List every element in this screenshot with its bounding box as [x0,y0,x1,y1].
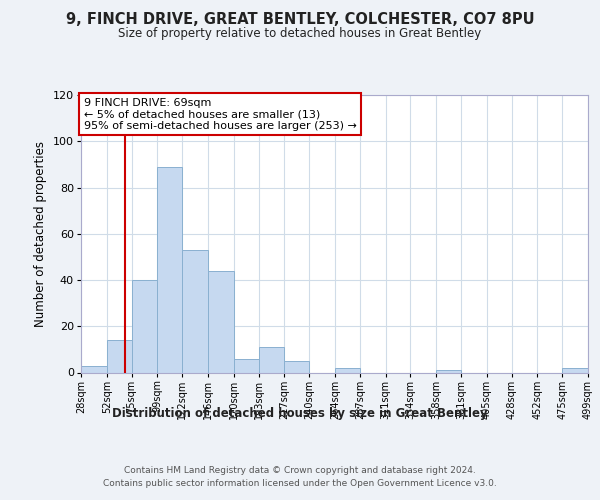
Y-axis label: Number of detached properties: Number of detached properties [34,141,47,327]
Bar [157,166,182,372]
Bar [107,340,131,372]
Bar [182,250,208,372]
Bar [208,271,234,372]
Bar [335,368,360,372]
Bar [259,347,284,372]
Text: 9 FINCH DRIVE: 69sqm
← 5% of detached houses are smaller (13)
95% of semi-detach: 9 FINCH DRIVE: 69sqm ← 5% of detached ho… [83,98,356,131]
Bar [81,366,107,372]
Text: Size of property relative to detached houses in Great Bentley: Size of property relative to detached ho… [118,28,482,40]
Bar [284,361,309,372]
Bar [562,368,588,372]
Bar [131,280,157,372]
Bar [234,358,259,372]
Text: Contains public sector information licensed under the Open Government Licence v3: Contains public sector information licen… [103,479,497,488]
Text: Distribution of detached houses by size in Great Bentley: Distribution of detached houses by size … [112,408,488,420]
Bar [436,370,461,372]
Text: 9, FINCH DRIVE, GREAT BENTLEY, COLCHESTER, CO7 8PU: 9, FINCH DRIVE, GREAT BENTLEY, COLCHESTE… [65,12,535,28]
Text: Contains HM Land Registry data © Crown copyright and database right 2024.: Contains HM Land Registry data © Crown c… [124,466,476,475]
